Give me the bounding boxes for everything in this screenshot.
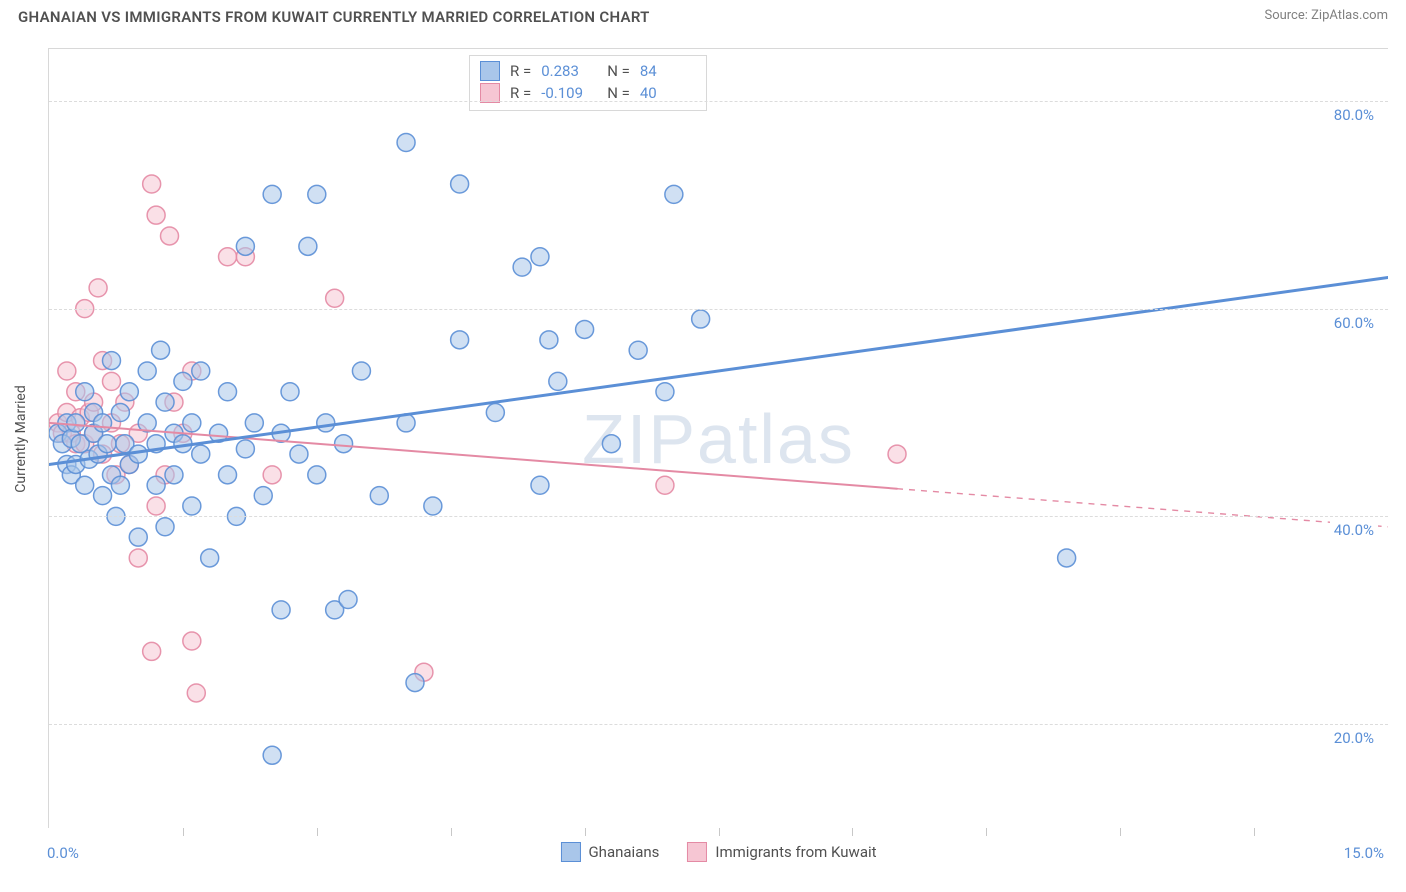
chart-area: Currently Married ZIPatlas R =0.283N =84… bbox=[48, 48, 1388, 828]
y-tick-label: 20.0% bbox=[1330, 729, 1378, 747]
n-value: 84 bbox=[640, 60, 696, 82]
scatter-plot bbox=[49, 49, 1388, 828]
x-tick bbox=[852, 828, 853, 836]
pink-swatch-icon bbox=[687, 842, 707, 862]
y-tick-label: 80.0% bbox=[1330, 106, 1378, 124]
legend-item: Immigrants from Kuwait bbox=[687, 842, 876, 862]
gridline bbox=[49, 516, 1388, 517]
r-value: 0.283 bbox=[541, 60, 597, 82]
y-tick-label: 60.0% bbox=[1330, 314, 1378, 332]
x-axis-end: 15.0% bbox=[1344, 844, 1384, 862]
x-tick bbox=[719, 828, 720, 836]
n-label: N = bbox=[607, 60, 630, 82]
r-label: R = bbox=[510, 60, 531, 82]
y-tick-label: 40.0% bbox=[1330, 521, 1378, 539]
source-label: Source: ZipAtlas.com bbox=[1264, 8, 1388, 23]
y-axis-title: Currently Married bbox=[13, 385, 29, 492]
x-axis-start: 0.0% bbox=[47, 844, 79, 862]
legend-item: Ghanaians bbox=[560, 842, 659, 862]
stats-row: R = 0.283 N = 84 bbox=[480, 60, 696, 82]
legend-label: Immigrants from Kuwait bbox=[715, 843, 876, 861]
bottom-legend: Ghanaians Immigrants from Kuwait bbox=[560, 842, 876, 862]
x-tick bbox=[1254, 828, 1255, 836]
gridline bbox=[49, 724, 1388, 725]
x-tick bbox=[1120, 828, 1121, 836]
stats-box: R =0.283N =84R =-0.109N =40 bbox=[469, 55, 707, 111]
blue-swatch-icon bbox=[480, 61, 500, 81]
x-tick bbox=[451, 828, 452, 836]
gridline bbox=[49, 101, 1388, 102]
chart-title: GHANAIAN VS IMMIGRANTS FROM KUWAIT CURRE… bbox=[18, 8, 650, 26]
x-tick bbox=[585, 828, 586, 836]
x-tick bbox=[986, 828, 987, 836]
x-tick bbox=[317, 828, 318, 836]
blue-swatch-icon bbox=[560, 842, 580, 862]
legend-label: Ghanaians bbox=[588, 843, 659, 861]
x-tick bbox=[183, 828, 184, 836]
gridline bbox=[49, 309, 1388, 310]
